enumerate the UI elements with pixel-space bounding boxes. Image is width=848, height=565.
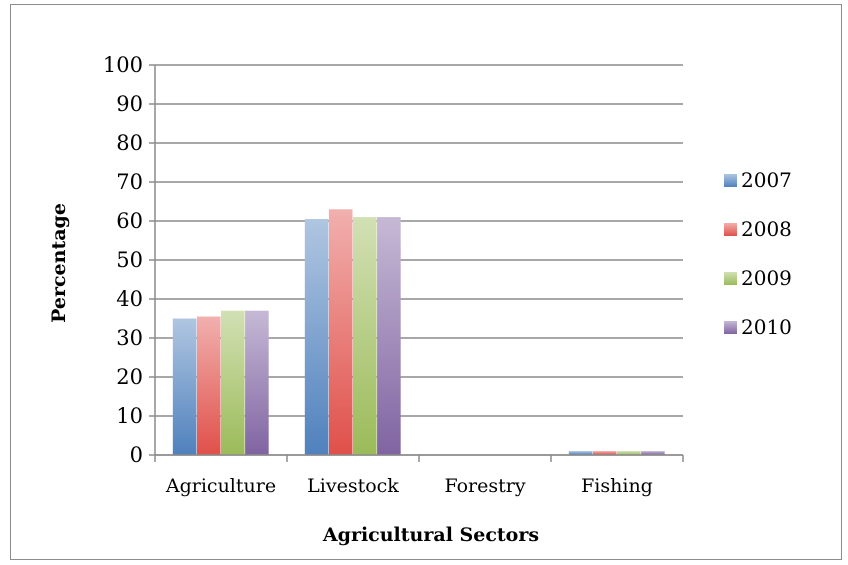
y-tick-label: 80 (116, 131, 143, 155)
x-axis-title: Agricultural Sectors (322, 524, 539, 546)
bars (172, 209, 665, 455)
bar (377, 217, 401, 455)
bar (353, 217, 377, 455)
y-tick-label: 50 (116, 248, 143, 272)
y-tick-label: 0 (130, 443, 143, 467)
bar (221, 310, 245, 455)
x-category-label: Forestry (444, 475, 525, 497)
y-tick-label: 20 (116, 365, 143, 389)
legend-label: 2009 (741, 266, 792, 290)
legend: 2007 2008 2009 2010 (724, 168, 792, 339)
bar (568, 451, 593, 455)
bar-chart: 0 10 20 30 40 50 60 70 80 90 100 Agriculture Livest… (48, 53, 792, 546)
y-tick-label: 40 (116, 287, 143, 311)
x-category-label: Agriculture (165, 475, 276, 497)
bar (328, 209, 353, 455)
bar (196, 316, 221, 455)
y-tick-label: 30 (116, 326, 143, 350)
legend-swatch (724, 272, 737, 285)
y-tick-label: 60 (116, 209, 143, 233)
legend-label: 2007 (741, 168, 792, 192)
y-tick-label: 100 (103, 53, 143, 77)
y-tick-label: 90 (116, 92, 143, 116)
bar (172, 318, 197, 455)
y-tick-label: 70 (116, 170, 143, 194)
y-tick-label: 10 (116, 404, 143, 428)
legend-label: 2008 (741, 217, 792, 241)
legend-swatch (724, 174, 737, 187)
bar (304, 219, 329, 455)
y-tick-labels: 0 10 20 30 40 50 60 70 80 90 100 (103, 53, 143, 467)
x-category-label: Fishing (581, 475, 653, 497)
bar (617, 451, 641, 455)
bar (641, 451, 665, 455)
x-category-labels: Agriculture Livestock Forestry Fishing (165, 475, 653, 497)
x-category-label: Livestock (307, 475, 399, 497)
bar (245, 310, 269, 455)
bar (592, 451, 617, 455)
legend-label: 2010 (741, 315, 792, 339)
legend-swatch (724, 321, 737, 334)
legend-swatch (724, 223, 737, 236)
y-axis-title: Percentage (48, 203, 70, 323)
axes (154, 65, 684, 462)
chart-frame: 0 10 20 30 40 50 60 70 80 90 100 Agriculture Livest… (10, 4, 842, 560)
